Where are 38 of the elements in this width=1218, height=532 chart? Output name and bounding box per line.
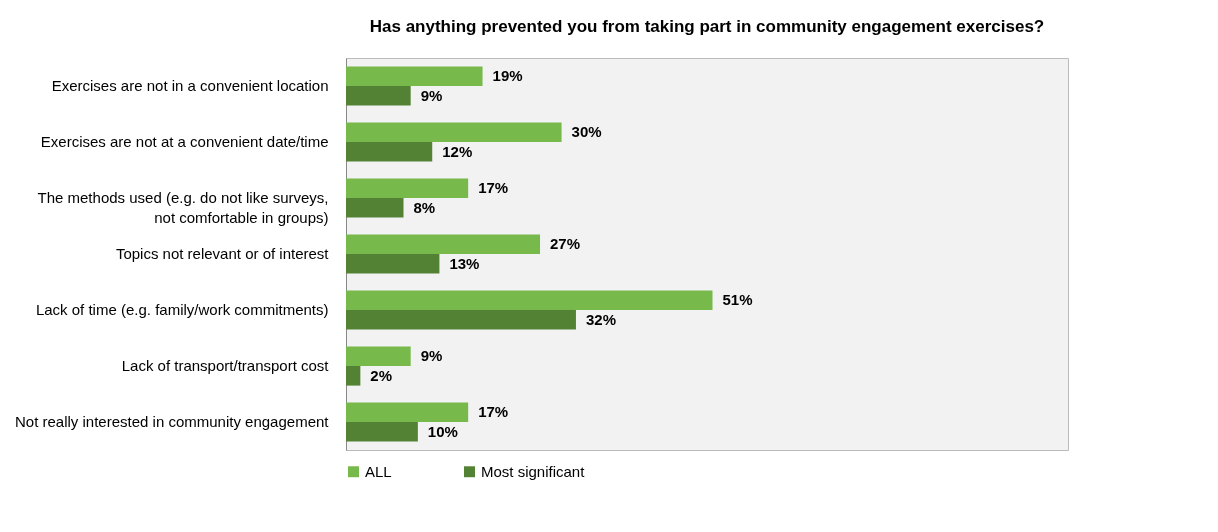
data-label: 51% (722, 291, 753, 309)
bar (346, 346, 411, 366)
bar (346, 142, 433, 162)
data-label: 32% (585, 310, 616, 328)
data-label: 17% (478, 179, 509, 197)
data-label: 9% (420, 347, 443, 365)
bar (346, 198, 404, 218)
legend-label: ALL (365, 462, 392, 480)
bar (346, 66, 483, 86)
legend-label: Most significant (481, 462, 586, 480)
chart-title: Has anything prevented you from taking part in community engagement exercises? (369, 17, 1045, 36)
data-label: 13% (449, 254, 480, 272)
bar (346, 366, 361, 386)
y-tick-label: Exercises are not at a convenient date/time (40, 133, 329, 150)
y-tick-label: The methods used (e.g. do not like surveys, not comfortable in groups) (37, 189, 329, 226)
bar (346, 310, 576, 330)
bar (346, 86, 411, 106)
bar (346, 122, 562, 142)
y-tick-label: Lack of transport/transport cost (121, 357, 330, 374)
data-label: 19% (492, 67, 523, 85)
y-tick-label: Exercises are not in a convenient location (51, 77, 329, 94)
bar (346, 422, 418, 442)
data-label: 9% (420, 86, 443, 104)
bar (346, 234, 541, 254)
bar (346, 402, 469, 422)
bar (346, 254, 440, 274)
data-label: 2% (370, 366, 393, 384)
data-label: 17% (478, 403, 509, 421)
data-label: 8% (413, 198, 436, 216)
data-label: 30% (571, 123, 602, 141)
bar (346, 178, 469, 198)
data-label: 12% (442, 142, 473, 160)
data-label: 10% (427, 422, 458, 440)
data-label: 27% (550, 235, 581, 253)
y-tick-label: Topics not relevant or of interest (115, 245, 330, 262)
y-tick-label: Not really interested in community engagement (15, 413, 330, 430)
y-tick-label: Lack of time (e.g. family/work commitments) (35, 301, 329, 318)
bar (346, 290, 713, 310)
